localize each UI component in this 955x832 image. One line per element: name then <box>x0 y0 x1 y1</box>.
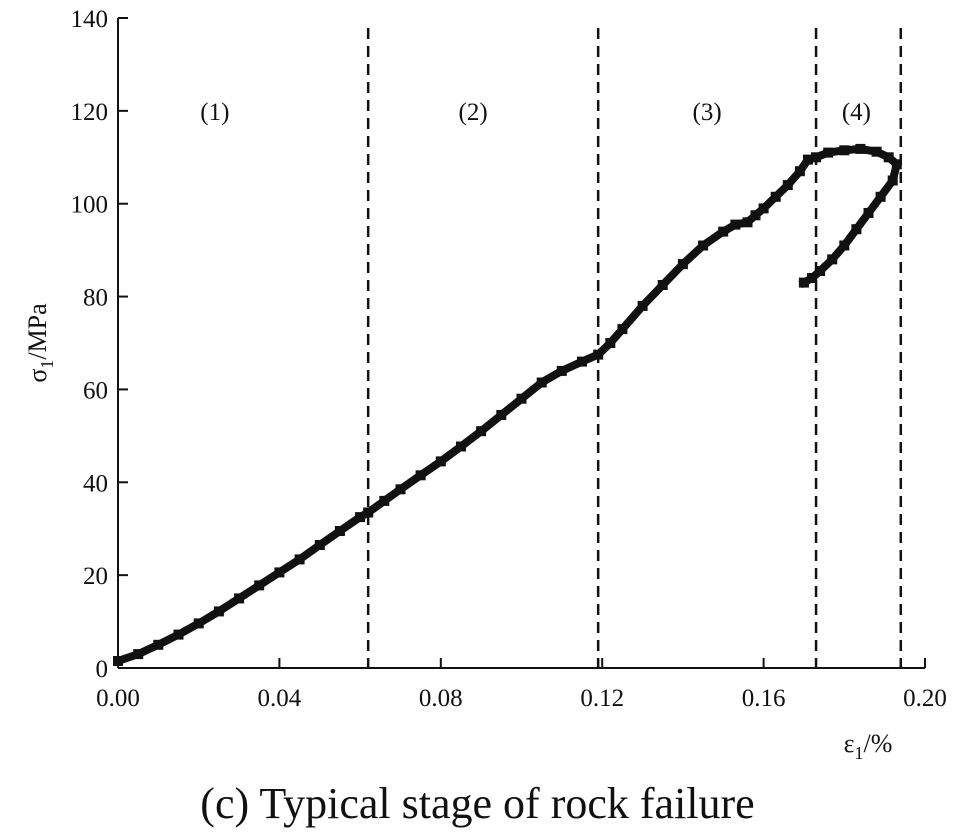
data-point <box>863 208 874 218</box>
data-point <box>234 593 245 604</box>
data-point <box>839 240 850 251</box>
data-point <box>516 393 527 404</box>
data-point <box>355 512 366 523</box>
data-point <box>883 152 894 163</box>
data-point <box>314 540 325 550</box>
x-tick-label: 0.12 <box>580 685 624 712</box>
stage-label: (2) <box>459 99 488 126</box>
stage-label: (1) <box>200 99 229 126</box>
data-point <box>395 484 406 495</box>
data-point <box>891 159 902 170</box>
data-point <box>379 495 390 506</box>
data-point <box>294 554 305 565</box>
data-point <box>496 410 507 420</box>
data-point <box>851 224 862 235</box>
data-point <box>807 273 817 283</box>
data-point <box>871 146 882 157</box>
x-tick-label: 0.16 <box>742 685 786 712</box>
data-point <box>605 338 616 348</box>
data-point <box>435 456 446 467</box>
data-point <box>730 219 741 230</box>
data-point <box>815 266 826 276</box>
data-point <box>173 629 184 640</box>
data-point <box>153 639 164 650</box>
y-tick-label: 60 <box>83 377 108 404</box>
data-point <box>839 145 850 156</box>
data-point <box>556 365 567 376</box>
series-layer <box>112 143 902 667</box>
data-point <box>363 507 374 518</box>
data-point <box>617 324 628 335</box>
data-point <box>855 143 866 154</box>
data-point <box>334 526 345 536</box>
y-tick-label: 140 <box>71 6 109 33</box>
y-tick-label: 40 <box>83 470 108 497</box>
data-point <box>577 356 587 367</box>
data-point <box>758 203 769 214</box>
data-point <box>113 656 123 666</box>
stage-label: (4) <box>842 99 871 126</box>
data-point <box>637 300 648 311</box>
axis-ticks: 0 20 40 60 80 100 120 140 0.00 0.04 0.08 0.12 0.16 0.… <box>71 6 947 712</box>
data-point <box>770 191 781 202</box>
data-point <box>823 147 834 158</box>
data-point <box>750 210 761 221</box>
data-point <box>193 618 204 629</box>
stress-strain-curve <box>112 144 901 667</box>
data-point <box>794 166 805 177</box>
data-point <box>254 580 265 591</box>
data-point <box>213 606 224 617</box>
data-point <box>456 441 466 452</box>
data-point <box>415 470 426 481</box>
y-tick-label: 100 <box>71 192 109 219</box>
data-point <box>593 349 604 360</box>
data-point <box>536 377 547 388</box>
data-point <box>742 217 753 228</box>
data-point <box>887 175 898 186</box>
data-point <box>476 426 487 437</box>
y-tick-label: 0 <box>96 656 109 683</box>
y-tick-label: 20 <box>83 563 108 590</box>
data-point <box>803 154 813 165</box>
x-tick-label: 0.04 <box>258 685 302 712</box>
data-point <box>133 649 144 660</box>
data-point <box>718 226 729 237</box>
data-point <box>677 259 688 270</box>
data-point <box>811 152 822 163</box>
data-point <box>782 180 793 191</box>
x-tick-label: 0.20 <box>903 685 947 712</box>
stage-labels: (1) (2) (3) (4) <box>200 99 871 126</box>
y-tick-label: 80 <box>83 285 108 312</box>
data-point <box>274 567 285 578</box>
x-tick-label: 0.08 <box>419 685 463 712</box>
x-tick-label: 0.00 <box>96 685 140 712</box>
data-point <box>875 191 886 202</box>
data-point <box>657 280 668 290</box>
stage-boundaries <box>366 28 903 668</box>
stage-label: (3) <box>693 99 722 126</box>
x-axis-label: ε1/% <box>844 729 893 763</box>
data-point <box>827 254 838 265</box>
data-point <box>798 277 809 288</box>
data-point <box>698 240 709 251</box>
y-axis-label: σ1/MPa <box>23 303 57 383</box>
y-tick-label: 120 <box>71 99 109 126</box>
figure-caption: (c) Typical stage of rock failure <box>200 779 755 828</box>
stress-strain-chart: 0 20 40 60 80 100 120 140 0.00 0.04 0.08 0.12 0.16 0.… <box>23 6 947 763</box>
